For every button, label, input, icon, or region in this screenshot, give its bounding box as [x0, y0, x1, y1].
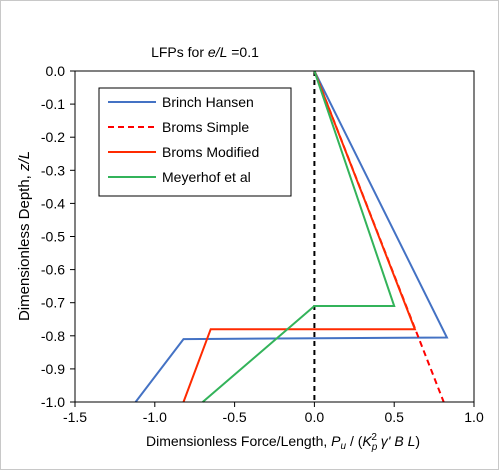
x-tick-label: -1.5: [63, 409, 87, 425]
chart-title: LFPs for e/L =0.1: [151, 44, 259, 60]
y-axis-label-italic: z/L: [16, 151, 33, 172]
x-tick-label: -1.0: [143, 409, 167, 425]
y-tick-label: -0.1: [41, 96, 65, 112]
legend-label-meyerhof-et-al: Meyerhof et al: [162, 169, 251, 185]
x-axis-label-suffix: ): [415, 433, 420, 449]
y-tick-label: -0.8: [41, 328, 65, 344]
series-line-broms-modified: [182, 70, 417, 403]
legend-label-broms-simple: Broms Simple: [162, 119, 249, 135]
legend-label-brinch-hansen: Brinch Hansen: [162, 94, 254, 110]
plot-area-frame: [74, 70, 475, 403]
y-axis-ticks: 0.0 -0.1 -0.2 -0.3 -0.4 -0.5 -0.6 -0.7 -0.8 -0.9 -…: [41, 63, 75, 410]
series-line-brinch-hansen: [134, 70, 449, 403]
legend-label-broms-modified: Broms Modified: [162, 144, 259, 160]
x-axis-label-sub-p: p: [371, 442, 378, 453]
x-tick-label: 1.0: [464, 409, 484, 425]
y-tick-label: -0.5: [41, 229, 65, 245]
y-axis-label-prefix: Dimensionless Depth,: [16, 171, 33, 321]
y-tick-label: -0.9: [41, 361, 65, 377]
chart-title-suffix: =0.1: [227, 44, 259, 60]
y-tick-label: -0.4: [41, 195, 65, 211]
x-axis-label: Dimensionless Force/Length, Pu / (Kp2 γ'…: [146, 432, 420, 453]
x-axis-label-mid: / (: [346, 433, 363, 449]
y-axis-label: Dimensionless Depth, z/L: [16, 151, 33, 321]
x-axis-label-sup-2: 2: [371, 432, 377, 443]
chart-title-prefix: LFPs for: [151, 44, 208, 60]
x-tick-label: 0.0: [305, 409, 325, 425]
legend: Brinch Hansen Broms Simple Broms Modified M…: [98, 87, 292, 197]
y-tick-label: -1.0: [41, 394, 65, 410]
x-tick-label: -0.5: [223, 409, 247, 425]
y-tick-label: 0.0: [46, 63, 66, 79]
x-axis-label-prefix: Dimensionless Force/Length,: [146, 433, 331, 449]
x-axis-ticks: -1.5 -1.0 -0.5 0.0 0.5 1.0: [63, 402, 484, 425]
chart-title-italic: e/L: [208, 44, 227, 60]
x-tick-label: 0.5: [384, 409, 404, 425]
y-tick-label: -0.3: [41, 162, 65, 178]
x-axis-label-sub-u: u: [341, 441, 347, 452]
y-tick-label: -0.7: [41, 295, 65, 311]
legend-items: Brinch Hansen Broms Simple Broms Modified M…: [108, 94, 259, 185]
x-axis-label-italic-k: K: [362, 433, 372, 449]
y-tick-label: -0.2: [41, 129, 65, 145]
x-axis-label-italic-rest: γ' B L: [377, 433, 415, 449]
x-axis-label-italic-p: P: [331, 433, 341, 449]
y-tick-label: -0.6: [41, 262, 65, 278]
series-layer: [134, 70, 449, 403]
series-line-meyerhof-et-al: [202, 70, 396, 403]
